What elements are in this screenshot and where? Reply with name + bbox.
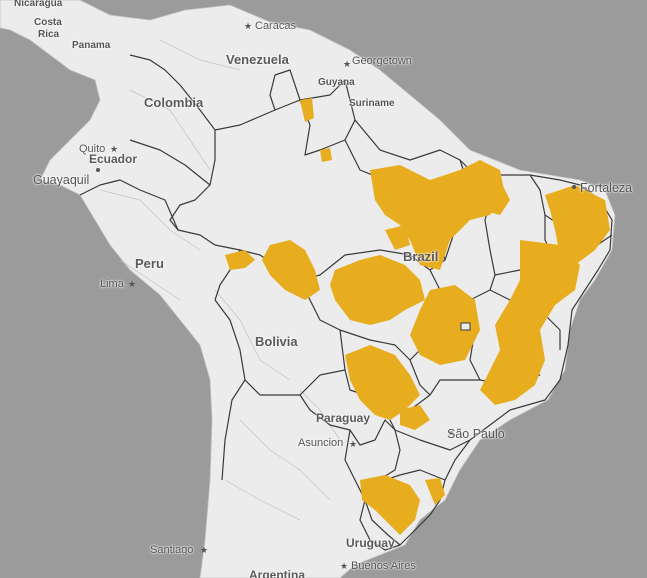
city-label-guayaquil: Guayaquil — [33, 173, 90, 187]
city-label-caracas: Caracas — [255, 20, 296, 32]
country-label-costa-rica-2: Rica — [38, 29, 60, 40]
asuncion-star-icon: ★ — [349, 440, 357, 450]
sao-paulo-dot-icon — [449, 431, 453, 435]
city-label-fortaleza: Fortaleza — [580, 181, 633, 195]
country-label-colombia: Colombia — [144, 95, 204, 110]
country-label-costa-rica-1: Costa — [34, 17, 62, 28]
country-label-bolivia: Bolivia — [255, 334, 298, 349]
city-label-asuncion: Asuncion — [298, 437, 344, 449]
caracas-star-icon: ★ — [244, 22, 252, 32]
quito-star-icon: ★ — [110, 145, 118, 155]
country-label-peru: Peru — [135, 256, 164, 271]
buenos-aires-star-icon: ★ — [340, 562, 348, 572]
country-label-guyana: Guyana — [318, 77, 355, 88]
santiago-star-icon: ★ — [200, 546, 208, 556]
country-label-suriname: Suriname — [349, 98, 395, 109]
city-label-buenos-aires: Buenos Aires — [351, 560, 416, 572]
country-label-panama: Panama — [72, 40, 111, 51]
highlighted-areas — [225, 98, 610, 535]
guayaquil-dot-icon — [96, 168, 100, 172]
city-label-georgetown: Georgetown — [352, 55, 412, 67]
lake-marker — [460, 322, 471, 331]
city-label-quito: Quito — [79, 143, 106, 155]
city-label-sao-paulo: São Paulo — [447, 427, 505, 441]
country-label-brazil: Brazil — [403, 249, 439, 264]
lima-star-icon: ★ — [128, 280, 136, 290]
country-label-paraguay: Paraguay — [316, 411, 371, 425]
country-label-uruguay: Uruguay — [346, 536, 395, 550]
city-label-santiago: Santiago — [150, 544, 194, 556]
country-label-venezuela: Venezuela — [226, 52, 289, 67]
state-borders — [99, 39, 341, 521]
city-markers: ★ ★ ★ ★ ★ ★ ★ — [96, 22, 576, 572]
country-label-nicaragua: Nicaragua — [14, 0, 63, 9]
fortaleza-dot-icon — [572, 185, 576, 189]
country-label-ecuador: Ecuador — [89, 152, 138, 166]
country-label-argentina: Argentina — [249, 568, 306, 578]
georgetown-star-icon: ★ — [343, 60, 351, 70]
city-label-lima: Lima — [100, 278, 124, 290]
